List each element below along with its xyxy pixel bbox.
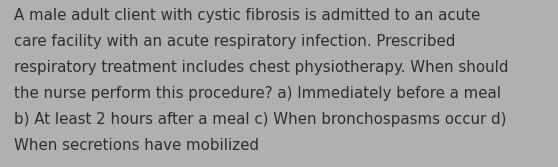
Text: When secretions have mobilized: When secretions have mobilized — [14, 138, 259, 153]
Text: care facility with an acute respiratory infection. Prescribed: care facility with an acute respiratory … — [14, 34, 455, 49]
Text: the nurse perform this procedure? a) Immediately before a meal: the nurse perform this procedure? a) Imm… — [14, 86, 501, 101]
Text: b) At least 2 hours after a meal c) When bronchospasms occur d): b) At least 2 hours after a meal c) When… — [14, 112, 507, 127]
Text: A male adult client with cystic fibrosis is admitted to an acute: A male adult client with cystic fibrosis… — [14, 8, 480, 23]
Text: respiratory treatment includes chest physiotherapy. When should: respiratory treatment includes chest phy… — [14, 60, 508, 75]
